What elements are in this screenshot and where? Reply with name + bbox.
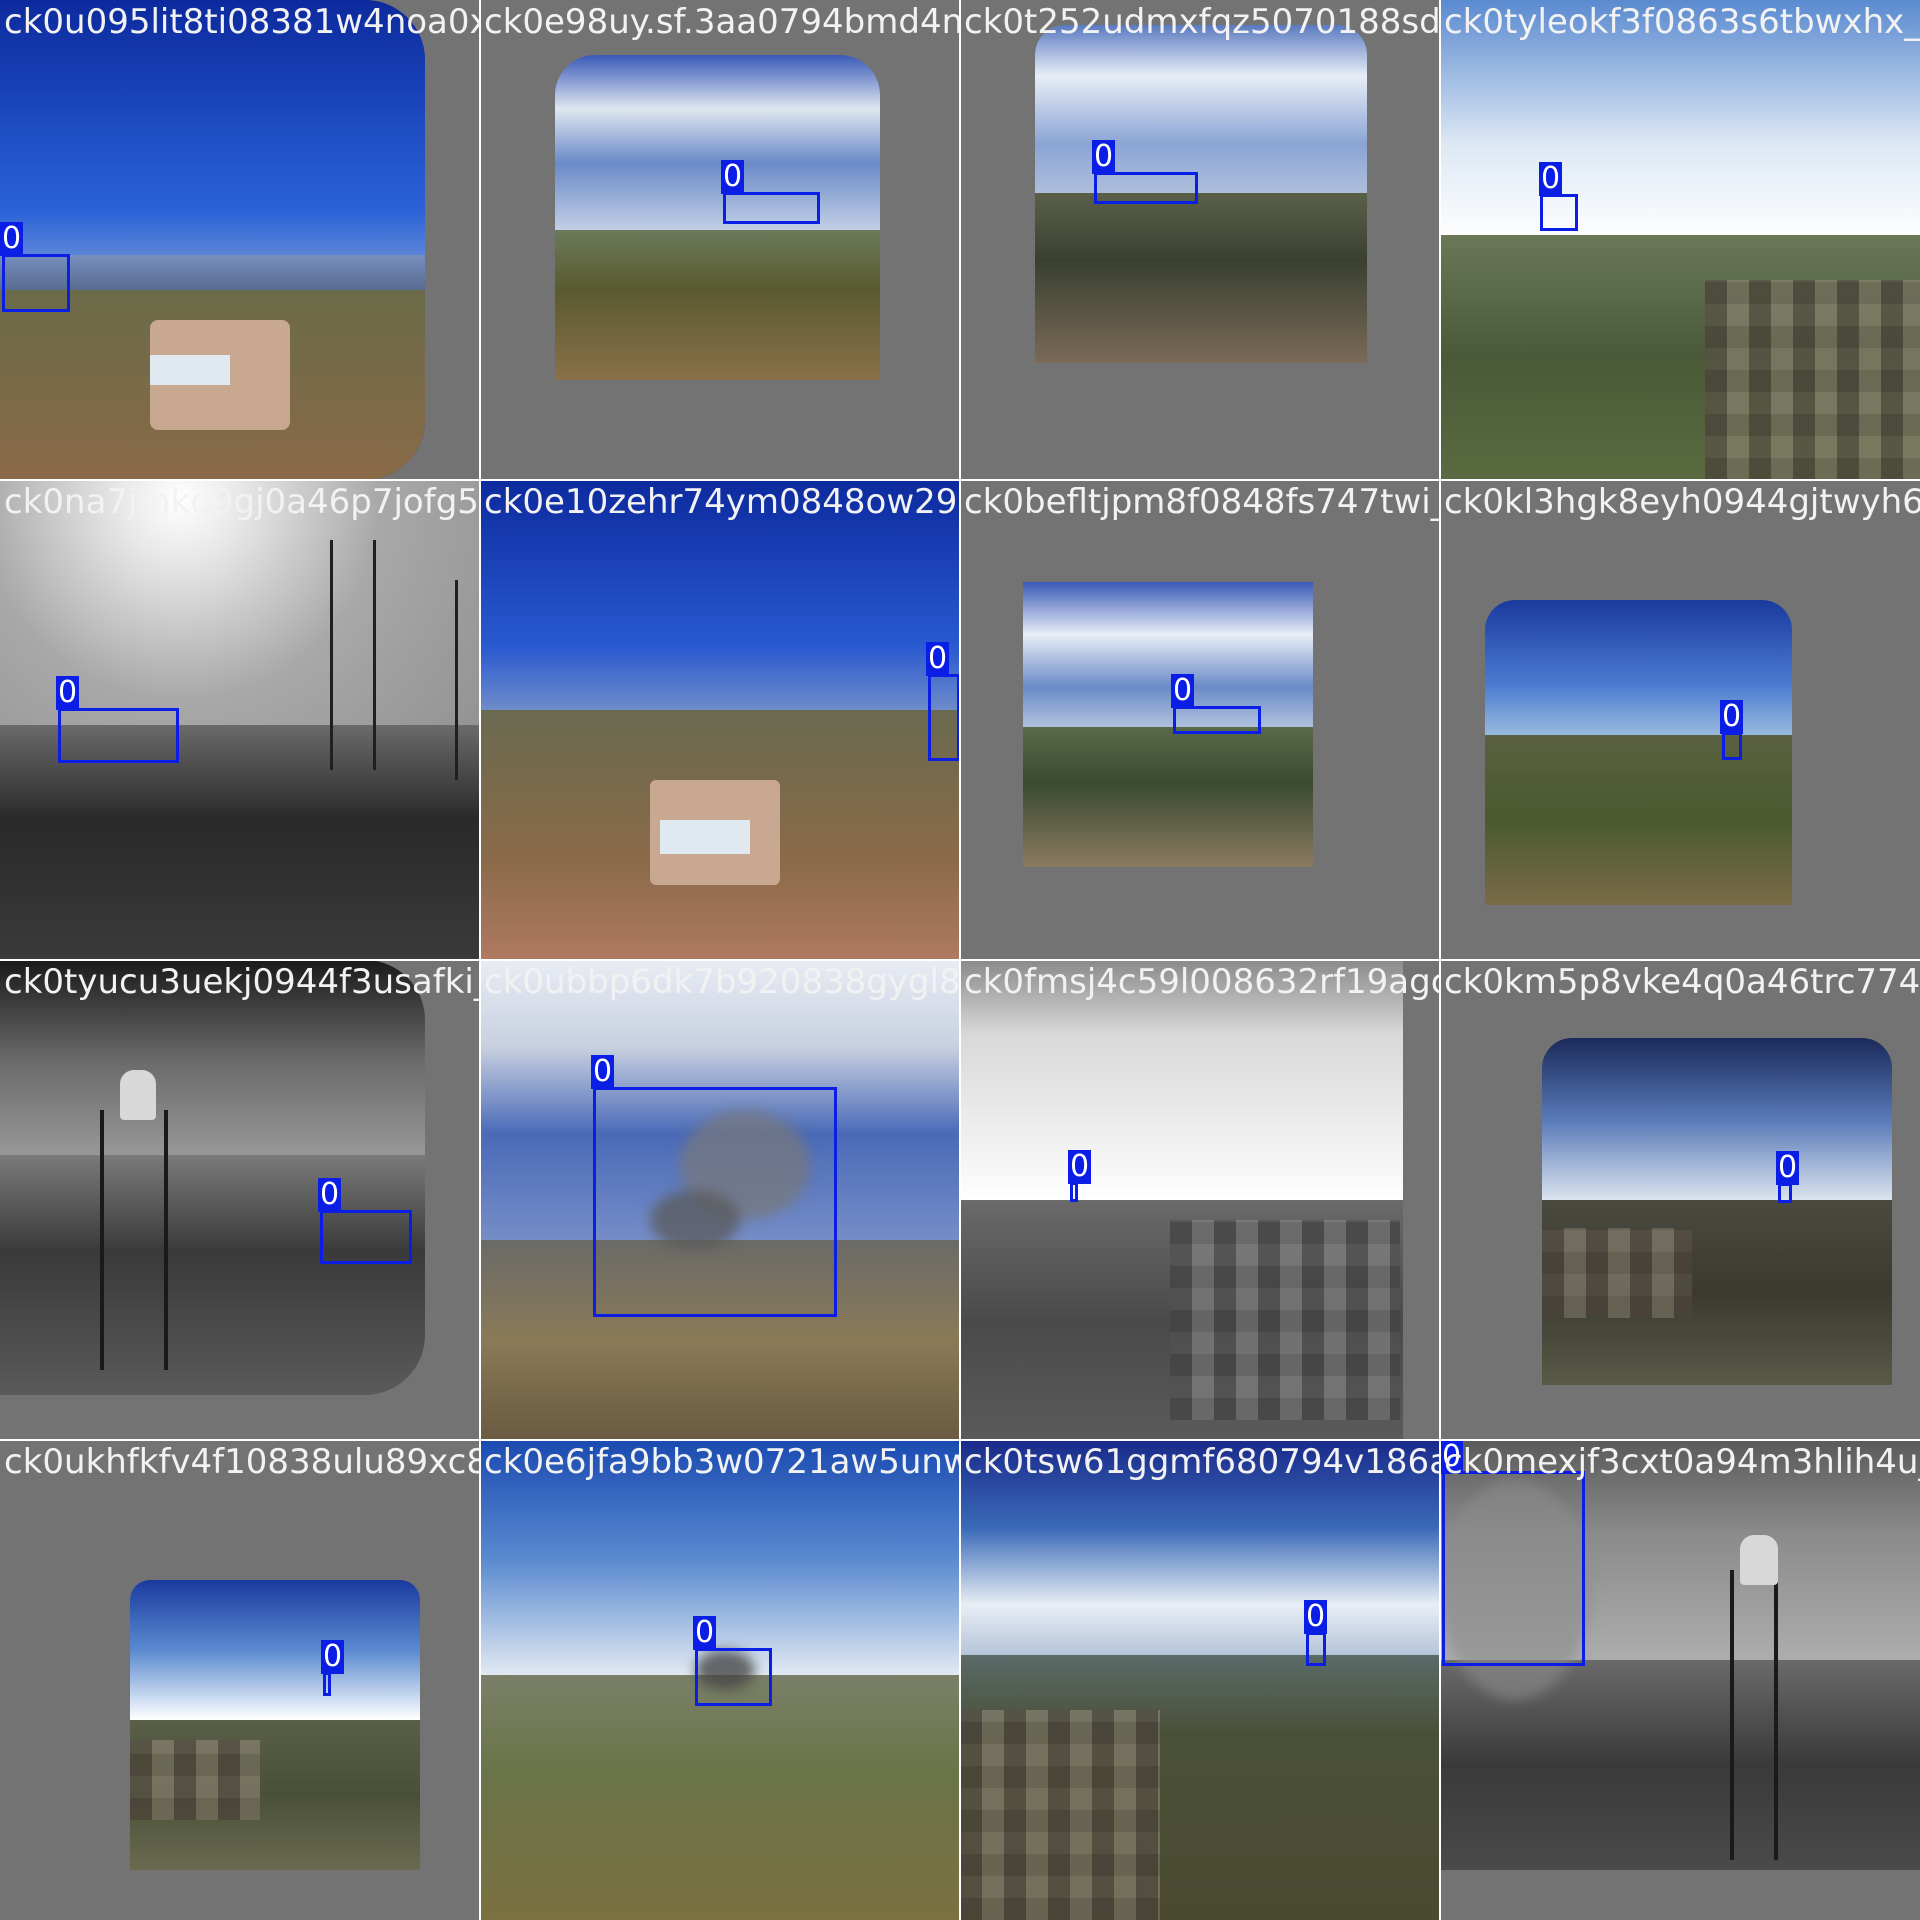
class-label: 0: [1720, 699, 1744, 734]
smoke-bounding-box: [1442, 1471, 1585, 1666]
camera-image: [960, 960, 1403, 1440]
class-label: 0: [1776, 1150, 1800, 1185]
tile-4: 0 ck0tyleokf3f0863s6tbwxhx_jpeg.jpg: [1440, 0, 1920, 480]
camera-image: [480, 1440, 960, 1920]
class-label: 0: [1440, 1440, 1464, 1474]
image-filename: ck0e10zehr74ym0848ow29lcc_jpeg.jpg: [484, 482, 960, 522]
tile-3: 0 ck0t252udmxfqz5070188sd9z_jpeg.jpg: [960, 0, 1440, 480]
camera-image: [480, 480, 960, 960]
class-label: 0: [0, 221, 24, 256]
tile-10: 0 ck0ubbp6dk7b920838gygl8n4_jpeg.jpg: [480, 960, 960, 1440]
camera-image: [0, 0, 425, 480]
smoke-bounding-box: [1094, 172, 1198, 204]
class-label: 0: [1171, 673, 1195, 708]
class-label: 0: [721, 159, 745, 194]
smoke-bounding-box: [1540, 194, 1578, 231]
image-filename: ck0e6jfa9bb3w0721aw5unwd_jpeg.jpg: [484, 1442, 960, 1482]
image-filename: ck0befltjpm8f0848fs747twi_jpeg.jpg: [964, 482, 1440, 522]
smoke-bounding-box: [593, 1087, 837, 1317]
class-label: 0: [1068, 1149, 1092, 1184]
tile-5: 0 ck0na7jmkg9gj0a46p7jofg58_jpeg.jpg: [0, 480, 480, 960]
smoke-bounding-box: [928, 674, 960, 761]
smoke-bounding-box: [1778, 1183, 1792, 1203]
grid-divider: [0, 959, 1920, 961]
image-filename: ck0u095lit8ti08381w4noa0x_jpeg.jpg: [4, 2, 480, 42]
tile-6: 0 ck0e10zehr74ym0848ow29lcc_jpeg.jpg: [480, 480, 960, 960]
tile-16: 0 ck0mexjf3cxt0a94m3hlih4u_jpeg.jpg: [1440, 1440, 1920, 1920]
tile-14: 0 ck0e6jfa9bb3w0721aw5unwd_jpeg.jpg: [480, 1440, 960, 1920]
camera-image: [1035, 25, 1367, 363]
smoke-bounding-box: [58, 708, 179, 763]
camera-image: [555, 55, 880, 380]
smoke-bounding-box: [1173, 706, 1261, 734]
camera-image: [0, 480, 480, 960]
grid-divider: [0, 1439, 1920, 1441]
image-filename: ck0na7jmkg9gj0a46p7jofg58_jpeg.jpg: [4, 482, 480, 522]
tile-1: 0 ck0u095lit8ti08381w4noa0x_jpeg.jpg: [0, 0, 480, 480]
smoke-bounding-box: [1722, 732, 1742, 760]
image-filename: ck0e98uy.sf.3aa0794bmd4n7d_jpeg.jpg: [484, 2, 960, 42]
tile-11: 0 ck0fmsj4c59l008632rf19agc_jpeg.jpg: [960, 960, 1440, 1440]
camera-image: [1440, 0, 1920, 480]
tile-2: 0 ck0e98uy.sf.3aa0794bmd4n7d_jpeg.jpg: [480, 0, 960, 480]
camera-image: [1542, 1038, 1892, 1385]
image-filename: ck0tsw61ggmf680794v186ap_jpeg.jpg: [964, 1442, 1440, 1482]
camera-image: [1440, 1440, 1920, 1870]
image-filename: ck0tyleokf3f0863s6tbwxhx_jpeg.jpg: [1444, 2, 1920, 42]
image-filename: ck0ubbp6dk7b920838gygl8n4_jpeg.jpg: [484, 962, 960, 1002]
camera-image: [1485, 600, 1792, 905]
tile-15: 0 ck0tsw61ggmf680794v186ap_jpeg.jpg: [960, 1440, 1440, 1920]
grid-divider: [0, 479, 1920, 481]
tile-13: 0 ck0ukhfkfv4f10838ulu89xc8_jpeg.jpg: [0, 1440, 480, 1920]
camera-image: [480, 960, 960, 1440]
tile-12: 0 ck0km5p8vke4q0a46trc774ll_jpeg.jpg: [1440, 960, 1920, 1440]
smoke-bounding-box: [1306, 1632, 1326, 1666]
image-filename: ck0mexjf3cxt0a94m3hlih4u_jpeg.jpg: [1444, 1442, 1920, 1482]
smoke-bounding-box: [320, 1210, 412, 1264]
smoke-bounding-box: [723, 192, 820, 224]
class-label: 0: [591, 1054, 615, 1089]
tile-9: 0 ck0tyucu3uekj0944f3usafki_jpeg.jpg: [0, 960, 480, 1440]
class-label: 0: [56, 675, 80, 710]
tile-7: 0 ck0befltjpm8f0848fs747twi_jpeg.jpg: [960, 480, 1440, 960]
class-label: 0: [318, 1177, 342, 1212]
camera-image: [960, 1440, 1440, 1920]
camera-image: [0, 960, 425, 1395]
image-filename: ck0km5p8vke4q0a46trc774ll_jpeg.jpg: [1444, 962, 1920, 1002]
image-filename: ck0kl3hgk8eyh0944gjtwyh6h_jpeg.jpg: [1444, 482, 1920, 522]
image-filename: ck0fmsj4c59l008632rf19agc_jpeg.jpg: [964, 962, 1440, 1002]
class-label: 0: [1539, 161, 1563, 196]
camera-image: [130, 1580, 420, 1870]
smoke-bounding-box: [695, 1648, 772, 1706]
class-label: 0: [321, 1639, 345, 1674]
image-filename: ck0t252udmxfqz5070188sd9z_jpeg.jpg: [964, 2, 1440, 42]
smoke-bounding-box: [2, 254, 70, 312]
camera-image: [1023, 582, 1313, 867]
class-label: 0: [926, 641, 950, 676]
smoke-bounding-box: [323, 1672, 331, 1696]
image-filename: ck0tyucu3uekj0944f3usafki_jpeg.jpg: [4, 962, 480, 1002]
class-label: 0: [1304, 1599, 1328, 1634]
tile-8: 0 ck0kl3hgk8eyh0944gjtwyh6h_jpeg.jpg: [1440, 480, 1920, 960]
image-filename: ck0ukhfkfv4f10838ulu89xc8_jpeg.jpg: [4, 1442, 480, 1482]
class-label: 0: [1092, 139, 1116, 174]
class-label: 0: [693, 1615, 717, 1650]
smoke-bounding-box: [1070, 1182, 1078, 1202]
